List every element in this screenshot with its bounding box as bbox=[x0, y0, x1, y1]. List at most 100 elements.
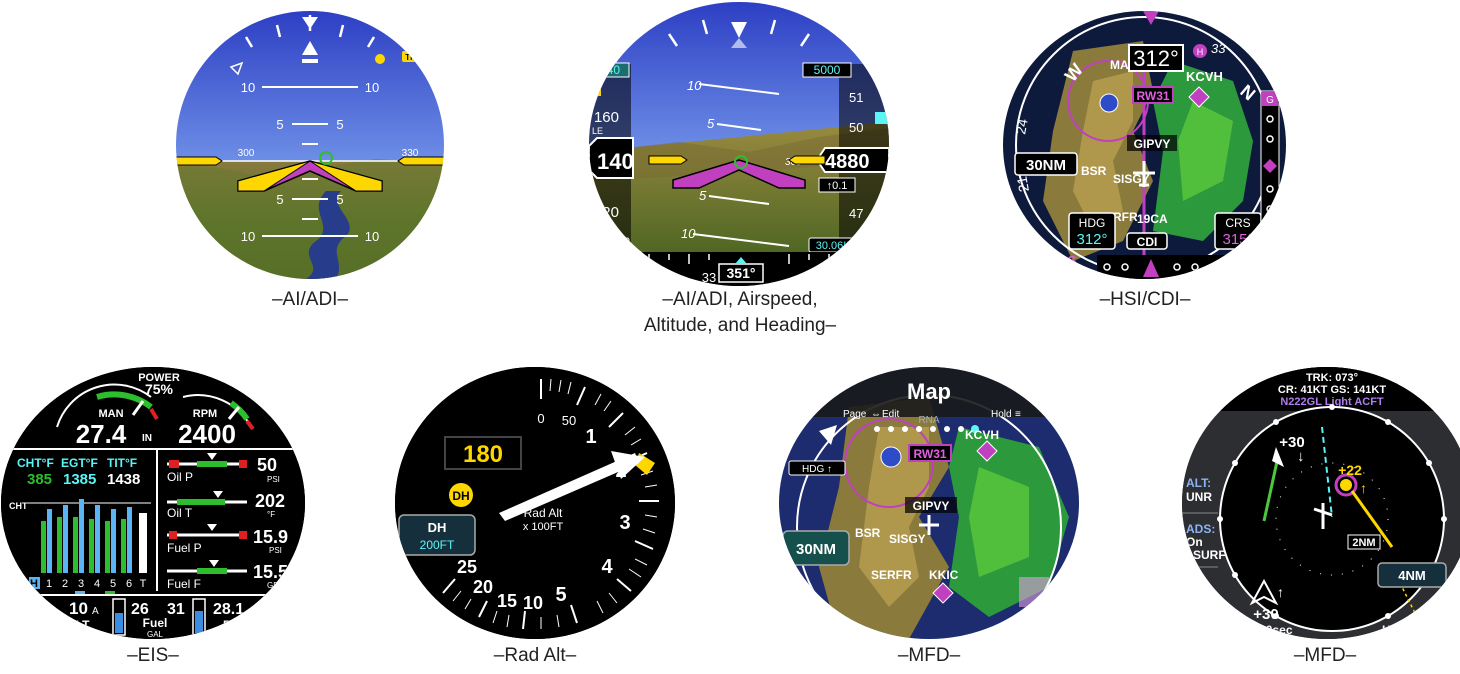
vertical-speed-readout: ↑0.1 bbox=[827, 180, 848, 192]
radalt-scale-15: 15 bbox=[497, 591, 517, 611]
traffic-label: TFC bbox=[405, 53, 421, 62]
traffic-target-top: +30 bbox=[1279, 434, 1304, 451]
cyl-label-3: 3 bbox=[78, 578, 84, 590]
traffic-ads-value-1: On bbox=[1186, 535, 1203, 549]
course-pointer-icon bbox=[1143, 11, 1159, 25]
approach-mode: LPV bbox=[1231, 253, 1257, 268]
page-indicator-active bbox=[971, 425, 979, 433]
oil-t-value: 202 bbox=[255, 491, 285, 511]
cdi-button[interactable] bbox=[1126, 232, 1168, 250]
map-title: Map bbox=[907, 379, 951, 404]
oil-p-label: Oil P bbox=[167, 470, 193, 484]
traffic-range-value: 4NM bbox=[1398, 568, 1425, 583]
traffic-alt-label: ALT: bbox=[1186, 476, 1211, 490]
crs-label: CRS bbox=[1225, 216, 1250, 230]
edit-label[interactable]: Edit bbox=[882, 409, 899, 420]
heading-tick-3: 3 bbox=[811, 270, 818, 285]
cyl-label-4: 4 bbox=[94, 578, 100, 590]
traffic-alt-value: UNR bbox=[1186, 490, 1212, 504]
map-airport-icon bbox=[880, 446, 902, 468]
pitch-label-neg5-left: 5 bbox=[276, 192, 283, 207]
map-waypoint-rw31: RW31 bbox=[913, 447, 946, 461]
airport-icon bbox=[1188, 86, 1210, 108]
aircraft-symbol-icon bbox=[672, 159, 806, 189]
speed-side-label: LE bbox=[592, 126, 603, 136]
compass-s: S bbox=[1023, 245, 1046, 267]
ai-adi-gauge: TFC 10 10 5 5 5 5 10 10 300 330 bbox=[176, 11, 444, 279]
north-arrow-icon bbox=[819, 425, 837, 445]
radalt-title-1: Rad Alt bbox=[524, 506, 563, 520]
caption-hsi: –HSI/CDI– bbox=[1099, 289, 1191, 310]
oil-p-unit: PSI bbox=[267, 475, 280, 484]
cht-header: CHT°F bbox=[17, 456, 54, 470]
hold-label[interactable]: Hold bbox=[991, 409, 1012, 420]
mfd-map-gauge: Map Page ⇔ Edit Hold ≡ RNA KCVH HDG ↑ RW… bbox=[779, 367, 1079, 639]
pitch-label-5-right: 5 bbox=[336, 117, 343, 132]
fuel-left-value: 26 bbox=[131, 601, 149, 618]
heading-tick-33: 33 bbox=[702, 270, 716, 285]
dh-button-value: 200FT bbox=[420, 538, 455, 552]
traffic-trk: TRK: 073° bbox=[1306, 372, 1358, 384]
mfd-map-display: Map Page ⇔ Edit Hold ≡ RNA KCVH HDG ↑ RW… bbox=[779, 367, 1079, 639]
speed-tick-120: 120 bbox=[594, 204, 619, 221]
speed-tick-160: 160 bbox=[594, 109, 619, 126]
traffic-down-arrow: ↓ bbox=[1297, 448, 1305, 465]
radalt-scale-50: 50 bbox=[562, 413, 576, 428]
rad-alt-display: 0 50 1 2 3 4 5 10 15 20 25 180 DH DH 200… bbox=[395, 367, 675, 639]
crs-value: 315° bbox=[1222, 231, 1253, 248]
fuel-p-label: Fuel P bbox=[167, 541, 202, 555]
pitch-label-neg10-right: 10 bbox=[365, 229, 379, 244]
baro-setting: 30.06IN bbox=[816, 240, 855, 252]
radalt-scale-0: 0 bbox=[537, 411, 544, 426]
tit-header: TIT°F bbox=[107, 456, 137, 470]
hold-marker: H bbox=[1197, 47, 1204, 57]
traffic-dot-icon bbox=[375, 54, 385, 64]
man-value: 27.4 bbox=[76, 419, 127, 449]
waypoint-kcvh: KCVH bbox=[1186, 69, 1223, 84]
top-left-fragment: MA bbox=[1110, 58, 1129, 72]
compass-33: 33 bbox=[1211, 41, 1226, 56]
traffic-ownship-icon bbox=[1313, 503, 1333, 529]
range-button[interactable] bbox=[1014, 152, 1078, 176]
radalt-title-2: x 100FT bbox=[523, 521, 564, 533]
pitch-label-5-left: 5 bbox=[276, 117, 283, 132]
map-waypoint-sisgy: SISGY bbox=[889, 532, 926, 546]
map-range-value: 30NM bbox=[796, 541, 836, 558]
altitude-tick-47: 47 bbox=[849, 206, 863, 221]
caption-ai-adi: –AI/ADI– bbox=[271, 289, 349, 310]
traffic-ads-value-2: +SURF bbox=[1186, 548, 1226, 562]
radalt-scale-20: 20 bbox=[473, 577, 493, 597]
cyl-label-5: 5 bbox=[110, 578, 116, 590]
cht-bar-label: CHT bbox=[9, 501, 28, 511]
horizon-heading-right: 330 bbox=[402, 148, 419, 159]
caption-eis: –EIS– bbox=[127, 645, 179, 666]
map-fragment: RNA bbox=[918, 415, 939, 426]
horizon-heading-left: 300 bbox=[238, 148, 255, 159]
caption-radalt: –Rad Alt– bbox=[493, 645, 577, 666]
cht-value: 385 bbox=[27, 471, 52, 488]
page-label[interactable]: Page bbox=[843, 409, 867, 420]
radalt-scale-10: 10 bbox=[523, 593, 543, 613]
ai-full-gauge: 140 160 120 LE 140 350° 5000 51 50 47 48… bbox=[589, 2, 889, 286]
map-waypoint-kkic: KKIC bbox=[929, 568, 959, 582]
radalt-scale-5: 5 bbox=[555, 584, 566, 606]
fuel-f-unit: GPH bbox=[267, 581, 285, 590]
eis-display: POWER 75% MAN 27.4 IN RPM 2400 CHT°F EGT… bbox=[1, 367, 305, 639]
fuel-f-value: 15.5 bbox=[253, 562, 288, 582]
hsi-heading: 312° bbox=[1133, 46, 1179, 71]
dh-button[interactable] bbox=[398, 514, 476, 556]
flight-path-marker-icon bbox=[319, 151, 333, 165]
eis-gauge: POWER 75% MAN 27.4 IN RPM 2400 CHT°F EGT… bbox=[1, 367, 305, 639]
egt-header: EGT°F bbox=[61, 456, 98, 470]
hdg-button[interactable] bbox=[1068, 212, 1116, 250]
pitch-label-neg10-left: 10 bbox=[241, 229, 255, 244]
cyl-label-t: T bbox=[140, 578, 147, 590]
alt-amp-value: 10 bbox=[69, 599, 88, 618]
fuel-right-value: 31 bbox=[167, 601, 185, 618]
pitch-label-5-down: 5 bbox=[699, 188, 707, 203]
batt-label: BATT bbox=[223, 618, 255, 632]
traffic-range-button[interactable] bbox=[1377, 562, 1447, 588]
dh-bug-value: 180 bbox=[463, 441, 503, 468]
cdi-needle-icon bbox=[1143, 259, 1159, 277]
traffic-target-1-icon bbox=[1272, 447, 1284, 467]
